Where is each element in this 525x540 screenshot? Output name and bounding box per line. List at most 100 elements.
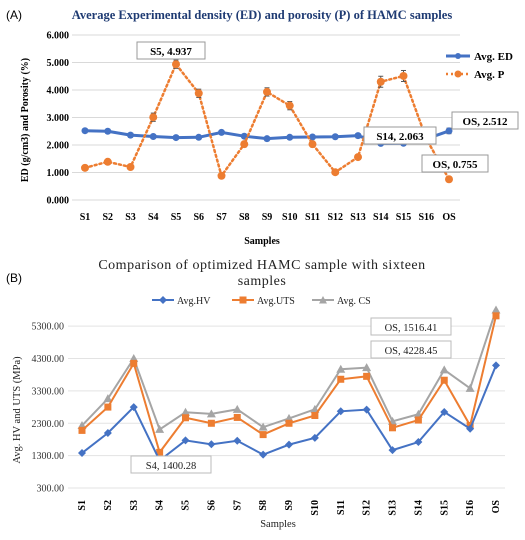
panel-b-y-tick-label: 1300.00: [32, 451, 65, 462]
panel-b-data-point: [258, 422, 268, 431]
panel-a-x-axis-title: Samples: [244, 236, 280, 247]
panel-a-title: Average Experimental density (ED) and po…: [72, 8, 453, 22]
panel-b-data-point: [439, 365, 449, 374]
panel-b-data-point: [465, 383, 475, 392]
panel-a-series: [81, 59, 453, 184]
panel-b-data-point: [78, 449, 86, 458]
panel-b-data-point: [104, 403, 112, 411]
panel-a-data-point: [172, 60, 180, 69]
panel-b-x-tick-label: S16: [465, 500, 476, 516]
panel-b-data-point: [155, 424, 165, 433]
panel-b-data-point: [233, 436, 242, 445]
panel-a-annotations: S5, 4.937 S14, 2.063 OS, 2.512 OS, 0.755: [136, 41, 519, 173]
panel-b-x-tick-label: OS: [491, 500, 502, 514]
panel-a-y-tick-label: 1.000: [47, 168, 70, 179]
panel-b-x-ticks: S1 S2 S3 S4 S5 S6 S7 S8 S9 S10 S11 S12 S13 S14 S15 S16 O…: [77, 500, 502, 516]
annotation-os-1516: OS, 1516.41: [385, 323, 438, 334]
panel-a-legend: Avg. ED Avg. P: [446, 51, 513, 81]
panel-a-data-point: [308, 140, 317, 149]
panel-a-x-tick-label: OS: [442, 212, 456, 223]
panel-a-data-point: [81, 163, 89, 172]
panel-b-y-tick-label: 300.00: [37, 484, 65, 495]
panel-a-data-point: [331, 168, 340, 177]
panel-a-x-tick-label: S5: [171, 212, 182, 223]
panel-b-x-tick-label: S13: [388, 500, 399, 516]
annotation-os-p: OS, 0.755: [433, 159, 478, 171]
legend-avg-hv: Avg.HV: [177, 296, 211, 307]
annotation-s4: S4, 1400.28: [146, 461, 196, 472]
panel-b-data-point: [78, 426, 86, 434]
annotation-os-ed: OS, 2.512: [463, 116, 508, 128]
panel-b-data-point: [103, 394, 113, 403]
panel-a-x-tick-label: S2: [102, 212, 113, 223]
panel-b-data-point: [389, 424, 396, 432]
legend-avg-uts: Avg.UTS: [257, 296, 295, 307]
panel-a-data-point: [354, 132, 362, 140]
panel-b-x-tick-label: S10: [310, 500, 321, 516]
panel-a-x-tick-label: S16: [418, 212, 434, 223]
panel-a-y-tick-label: 4.000: [47, 86, 70, 97]
panel-b-y-tick-label: 4300.00: [32, 354, 65, 365]
panel-b-data-point: [440, 376, 448, 384]
panel-a-y-tick-label: 5.000: [47, 58, 70, 69]
panel-b-data-point: [336, 364, 346, 373]
panel-a-data-point: [218, 128, 225, 136]
panel-a-data-point: [240, 140, 249, 149]
panel-b-y-tick-label: 3300.00: [32, 386, 65, 397]
legend-avg-ed: Avg. ED: [474, 51, 513, 63]
panel-a-y-tick-label: 2.000: [47, 141, 70, 152]
panel-a-data-point: [445, 127, 453, 135]
panel-b-x-tick-label: S14: [413, 500, 424, 516]
panel-a-data-point: [286, 133, 294, 141]
panel-b-data-point: [414, 438, 423, 447]
panel-b-legend: Avg.HV Avg.UTS Avg. CS: [152, 296, 371, 307]
panel-b-data-point: [337, 375, 345, 383]
panel-a-series-line-avg-p: [83, 61, 451, 181]
panel-b-x-tick-label: S1: [77, 500, 88, 511]
panel-a-x-tick-label: S6: [193, 212, 204, 223]
panel-a-x-tick-label: S9: [262, 212, 273, 223]
panel-a-data-point: [217, 171, 226, 180]
panel-a-x-tick-label: S3: [125, 212, 136, 223]
annotation-s5: S5, 4.937: [150, 46, 192, 58]
panel-b-data-point: [388, 446, 397, 455]
panel-b-data-point: [182, 414, 189, 422]
panel-b-data-point: [285, 440, 293, 449]
panel-b-title-line2: samples: [238, 274, 287, 289]
panel-a-x-tick-label: S12: [327, 212, 343, 223]
panel-a: (A) Average Experimental density (ED) an…: [6, 8, 519, 247]
panel-b-x-tick-label: S11: [336, 500, 347, 515]
panel-a-data-point: [285, 101, 294, 110]
panel-b-data-point: [130, 359, 138, 367]
panel-a-y-axis-title: ED (g/cm3) and Porosity (%): [20, 58, 31, 182]
panel-b-data-point: [310, 433, 319, 442]
panel-b-x-tick-label: S3: [129, 500, 140, 511]
panel-a-x-tick-label: S8: [239, 212, 250, 223]
panel-b-data-point: [311, 412, 319, 420]
panel-b-data-point: [207, 440, 216, 449]
panel-a-data-point: [149, 132, 157, 140]
panel-b-data-point: [362, 363, 372, 372]
panel-b-data-point: [414, 416, 422, 424]
panel-b-y-tick-label: 2300.00: [32, 419, 65, 430]
panel-b-data-point: [285, 419, 293, 427]
panel-a-data-point: [331, 133, 339, 141]
panel-a-x-tick-label: S15: [396, 212, 412, 223]
panel-a-data-point: [376, 77, 385, 86]
panel-b-label: (B): [6, 271, 22, 285]
panel-a-x-ticks: S1 S2 S3 S4 S5 S6 S7 S8 S9 S10 S11 S12 S13 S14 S15 S16 O…: [80, 212, 456, 223]
panel-a-grid: [72, 34, 460, 201]
panel-a-data-point: [103, 157, 112, 166]
panel-a-data-point: [195, 133, 203, 141]
panel-b-y-axis-title: Avg. HV and UTS (MPa): [12, 356, 23, 464]
panel-b-x-axis-title: Samples: [260, 519, 296, 530]
annotation-s14: S14, 2.063: [376, 131, 424, 143]
panel-b-data-point: [129, 403, 138, 412]
panel-a-label: (A): [6, 8, 22, 22]
panel-a-data-point: [445, 175, 453, 184]
panel-b-data-point: [181, 407, 190, 416]
panel-a-x-tick-label: S7: [216, 212, 227, 223]
panel-a-data-point: [127, 131, 134, 139]
panel-a-data-point: [104, 127, 112, 135]
